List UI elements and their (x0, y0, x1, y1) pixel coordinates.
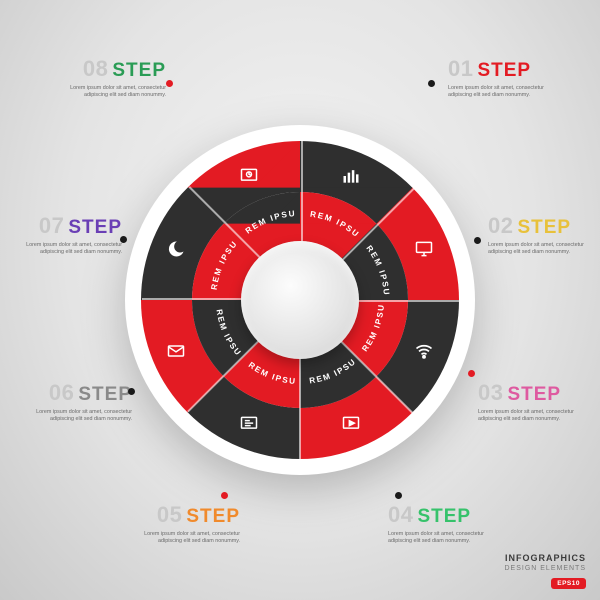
step-dot (395, 492, 402, 499)
chart-icon (238, 165, 260, 187)
step-blurb: Lorem ipsum dolor sit amet, consectetur … (14, 409, 132, 424)
monitor-icon (413, 238, 435, 260)
step-blurb: Lorem ipsum dolor sit amet, consectetur … (388, 531, 506, 546)
step-word: STEP (186, 506, 240, 528)
step-01: 01STEP Lorem ipsum dolor sit amet, consec… (448, 56, 568, 100)
step-07: 07STEP Lorem ipsum dolor sit amet, consec… (2, 213, 122, 257)
step-dot (221, 492, 228, 499)
step-02: 02STEP Lorem ipsum dolor sit amet, consec… (488, 213, 600, 257)
step-word: STEP (112, 60, 166, 82)
step-dot (468, 370, 475, 377)
step-word: STEP (517, 217, 571, 239)
step-05: 05STEP Lorem ipsum dolor sit amet, consec… (120, 502, 240, 546)
step-word: STEP (68, 217, 122, 239)
wifi-icon (413, 340, 435, 362)
infographic-stage: LOREM IPSUMLOREM IPSUMLOREM IPSUMLOREM I… (0, 0, 600, 600)
step-dot (120, 236, 127, 243)
step-number: 08 (83, 56, 108, 82)
moon-icon (165, 238, 187, 260)
step-number: 07 (39, 213, 64, 239)
donut-chart: LOREM IPSUMLOREM IPSUMLOREM IPSUMLOREM I… (125, 125, 475, 475)
step-blurb: Lorem ipsum dolor sit amet, consectetur … (122, 531, 240, 546)
step-blurb: Lorem ipsum dolor sit amet, consectetur … (48, 85, 166, 100)
step-04: 04STEP Lorem ipsum dolor sit amet, consec… (388, 502, 508, 546)
step-word: STEP (417, 506, 471, 528)
step-dot (474, 237, 481, 244)
step-blurb: Lorem ipsum dolor sit amet, consectetur … (488, 242, 600, 257)
step-number: 03 (478, 380, 503, 406)
mail-icon (165, 340, 187, 362)
step-dot (166, 80, 173, 87)
step-dot (128, 388, 135, 395)
step-number: 04 (388, 502, 413, 528)
bars-icon (340, 165, 362, 187)
step-number: 01 (448, 56, 473, 82)
step-word: STEP (507, 384, 561, 406)
donut-core (241, 241, 359, 359)
step-blurb: Lorem ipsum dolor sit amet, consectetur … (478, 409, 596, 424)
step-dot (428, 80, 435, 87)
step-03: 03STEP Lorem ipsum dolor sit amet, consec… (478, 380, 598, 424)
step-06: 06STEP Lorem ipsum dolor sit amet, consec… (12, 380, 132, 424)
step-blurb: Lorem ipsum dolor sit amet, consectetur … (448, 85, 566, 100)
step-08: 08STEP Lorem ipsum dolor sit amet, consec… (46, 56, 166, 100)
play-icon (340, 413, 362, 435)
step-word: STEP (78, 384, 132, 406)
step-number: 02 (488, 213, 513, 239)
step-blurb: Lorem ipsum dolor sit amet, consectetur … (4, 242, 122, 257)
footer-title: INFOGRAPHICS (504, 553, 586, 563)
footer-badge: EPS10 (551, 578, 586, 589)
footer: INFOGRAPHICS DESIGN ELEMENTS EPS10 (504, 553, 586, 590)
step-number: 05 (157, 502, 182, 528)
step-number: 06 (49, 380, 74, 406)
footer-subtitle: DESIGN ELEMENTS (504, 565, 586, 572)
screen-icon (238, 413, 260, 435)
step-word: STEP (477, 60, 531, 82)
